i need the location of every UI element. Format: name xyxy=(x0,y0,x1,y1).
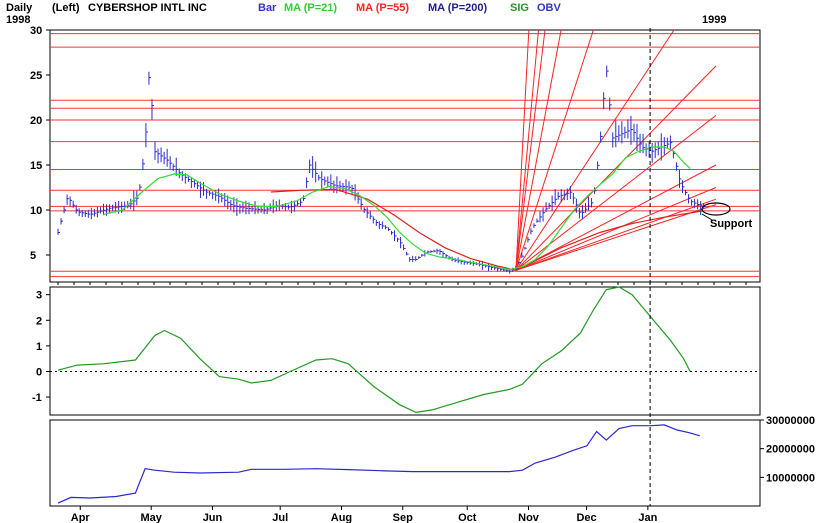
gann-fan-line xyxy=(515,29,530,271)
oscillator-panel xyxy=(50,286,760,414)
legend-ma55: MA (P=55) xyxy=(356,2,409,14)
month-label: Sep xyxy=(393,512,413,523)
osc-ytick-label: -1 xyxy=(32,392,42,404)
gann-fan-line xyxy=(515,29,594,271)
price-panel xyxy=(50,29,760,278)
month-label: Nov xyxy=(518,512,540,523)
price-ytick-label: 15 xyxy=(30,160,42,172)
month-label: Apr xyxy=(71,512,91,523)
year-end-label: 1999 xyxy=(702,14,726,26)
gann-fan-line xyxy=(515,29,540,271)
month-label: Oct xyxy=(458,512,477,523)
gann-fan-line xyxy=(515,198,717,271)
price-panel-frame xyxy=(49,29,761,283)
osc-ytick-label: 0 xyxy=(36,366,42,378)
month-label: Jul xyxy=(272,512,288,523)
legend-sig: SIG xyxy=(510,2,529,14)
vol-ytick-label: 30000000 xyxy=(766,415,815,427)
price-ytick-label: 30 xyxy=(30,25,42,37)
price-ytick-label: 5 xyxy=(30,250,36,262)
scale-side-label: (Left) xyxy=(52,2,80,14)
month-label: Dec xyxy=(576,512,596,523)
ma200-line xyxy=(515,210,704,271)
legend-ma21: MA (P=21) xyxy=(284,2,337,14)
osc-ytick-label: 3 xyxy=(36,290,42,302)
price-ytick-label: 10 xyxy=(30,205,42,217)
period-label: Daily xyxy=(6,2,33,14)
gann-fan-line xyxy=(515,29,546,271)
sig-line xyxy=(57,286,691,414)
gann-fan-line xyxy=(515,164,717,271)
osc-ytick-label: 1 xyxy=(36,341,42,353)
oscillator-panel-frame xyxy=(49,286,761,416)
legend-obv: OBV xyxy=(537,2,562,14)
legend-ma200: MA (P=200) xyxy=(428,2,488,14)
volume-panel xyxy=(57,424,700,504)
legend: Bar MA (P=21) MA (P=55) MA (P=200) SIG O… xyxy=(258,2,562,14)
vol-ytick-label: 10000000 xyxy=(766,472,815,484)
ma55-line xyxy=(270,188,517,271)
month-label: Jun xyxy=(203,512,223,523)
support-pointer xyxy=(701,213,713,221)
month-label: May xyxy=(140,512,162,523)
gann-fan-line xyxy=(515,29,675,271)
support-ellipse xyxy=(701,202,731,216)
volume-panel-frame xyxy=(49,419,761,507)
axes: 510152025303210-110000000200000003000000… xyxy=(30,25,815,523)
legend-bar: Bar xyxy=(258,2,277,14)
year-start-label: 1998 xyxy=(6,14,30,26)
month-label: Aug xyxy=(331,512,352,523)
gann-fan-line xyxy=(515,204,717,271)
gann-fan-line xyxy=(515,187,717,271)
price-ytick-label: 25 xyxy=(30,70,42,82)
ma21-line xyxy=(103,146,691,271)
vol-ytick-label: 20000000 xyxy=(766,444,815,456)
gann-fan-line xyxy=(515,65,717,271)
symbol-label: CYBERSHOP INTL INC xyxy=(88,2,207,14)
support-label: Support xyxy=(710,218,752,230)
month-label: Jan xyxy=(638,512,657,523)
obv-line xyxy=(57,424,700,504)
price-ytick-label: 20 xyxy=(30,115,42,127)
gann-fan-line xyxy=(515,29,562,271)
osc-ytick-label: 2 xyxy=(36,315,42,327)
